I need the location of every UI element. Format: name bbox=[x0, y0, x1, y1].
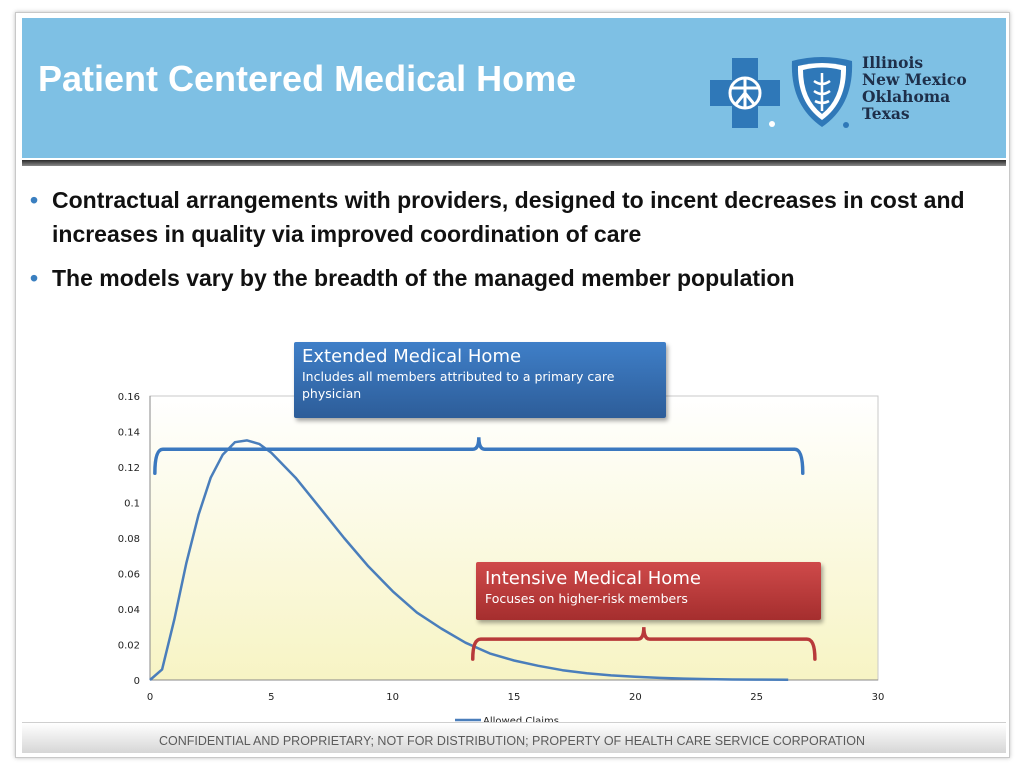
bullet-item: • The models vary by the breadth of the … bbox=[30, 261, 1000, 295]
bullet-item: • Contractual arrangements with provider… bbox=[30, 183, 1000, 251]
y-tick-label: 0.14 bbox=[118, 428, 140, 439]
x-tick-label: 15 bbox=[508, 692, 521, 703]
state-name: Texas bbox=[862, 104, 910, 123]
header-divider bbox=[22, 160, 1006, 166]
slide-title: Patient Centered Medical Home bbox=[38, 58, 577, 99]
callout-subtitle: Focuses on higher-risk members bbox=[485, 591, 688, 606]
allowed-claims-chart: 0 0.02 0.04 0.06 0.08 0.1 0.12 0.14 0.16 0 5 10 15 20… bbox=[118, 392, 885, 727]
extended-medical-home-callout: Extended Medical Home Includes all membe… bbox=[294, 342, 666, 418]
y-tick-label: 0.1 bbox=[124, 499, 140, 510]
extended-bracket bbox=[153, 437, 805, 475]
callout-title: Intensive Medical Home bbox=[485, 568, 701, 589]
y-tick-label: 0.02 bbox=[118, 641, 140, 652]
bullet-text: The models vary by the breadth of the ma… bbox=[52, 265, 795, 291]
y-tick-label: 0.06 bbox=[118, 570, 140, 581]
x-tick-label: 30 bbox=[872, 692, 885, 703]
blue-cross-logo-icon bbox=[710, 58, 780, 128]
series-line-allowed-claims bbox=[149, 439, 789, 682]
x-tick-label: 0 bbox=[147, 692, 153, 703]
x-tick-label: 5 bbox=[268, 692, 274, 703]
x-tick-label: 25 bbox=[750, 692, 763, 703]
bullet-dot-icon: • bbox=[30, 187, 39, 213]
x-tick-label: 20 bbox=[629, 692, 642, 703]
callout-title: Extended Medical Home bbox=[302, 346, 522, 367]
legend-label: Allowed Claims bbox=[483, 716, 559, 727]
plot-area bbox=[149, 395, 879, 681]
y-tick-label: 0.16 bbox=[118, 392, 140, 403]
x-tick-label: 10 bbox=[386, 692, 399, 703]
blue-shield-logo-icon bbox=[791, 57, 853, 128]
bullet-dot-icon: • bbox=[30, 265, 39, 291]
bullet-text: Contractual arrangements with providers,… bbox=[52, 187, 965, 247]
intensive-medical-home-callout: Intensive Medical Home Focuses on higher… bbox=[476, 562, 821, 620]
footer-confidentiality-text: CONFIDENTIAL AND PROPRIETARY; NOT FOR DI… bbox=[158, 734, 865, 748]
y-tick-label: 0.04 bbox=[118, 605, 140, 616]
y-tick-label: 0.08 bbox=[118, 534, 140, 545]
footer-bar bbox=[22, 722, 1006, 753]
y-tick-label: 0 bbox=[134, 676, 140, 687]
y-tick-label: 0.12 bbox=[118, 463, 140, 474]
bullet-list: • Contractual arrangements with provider… bbox=[30, 183, 1000, 305]
state-name: Oklahoma bbox=[862, 87, 951, 106]
callout-subtitle: Includes all members attributed to a pri… bbox=[302, 369, 615, 401]
logo-state-list: Illinois New Mexico Oklahoma Texas bbox=[862, 54, 967, 122]
state-name: Illinois bbox=[862, 53, 924, 72]
state-name: New Mexico bbox=[862, 70, 967, 89]
